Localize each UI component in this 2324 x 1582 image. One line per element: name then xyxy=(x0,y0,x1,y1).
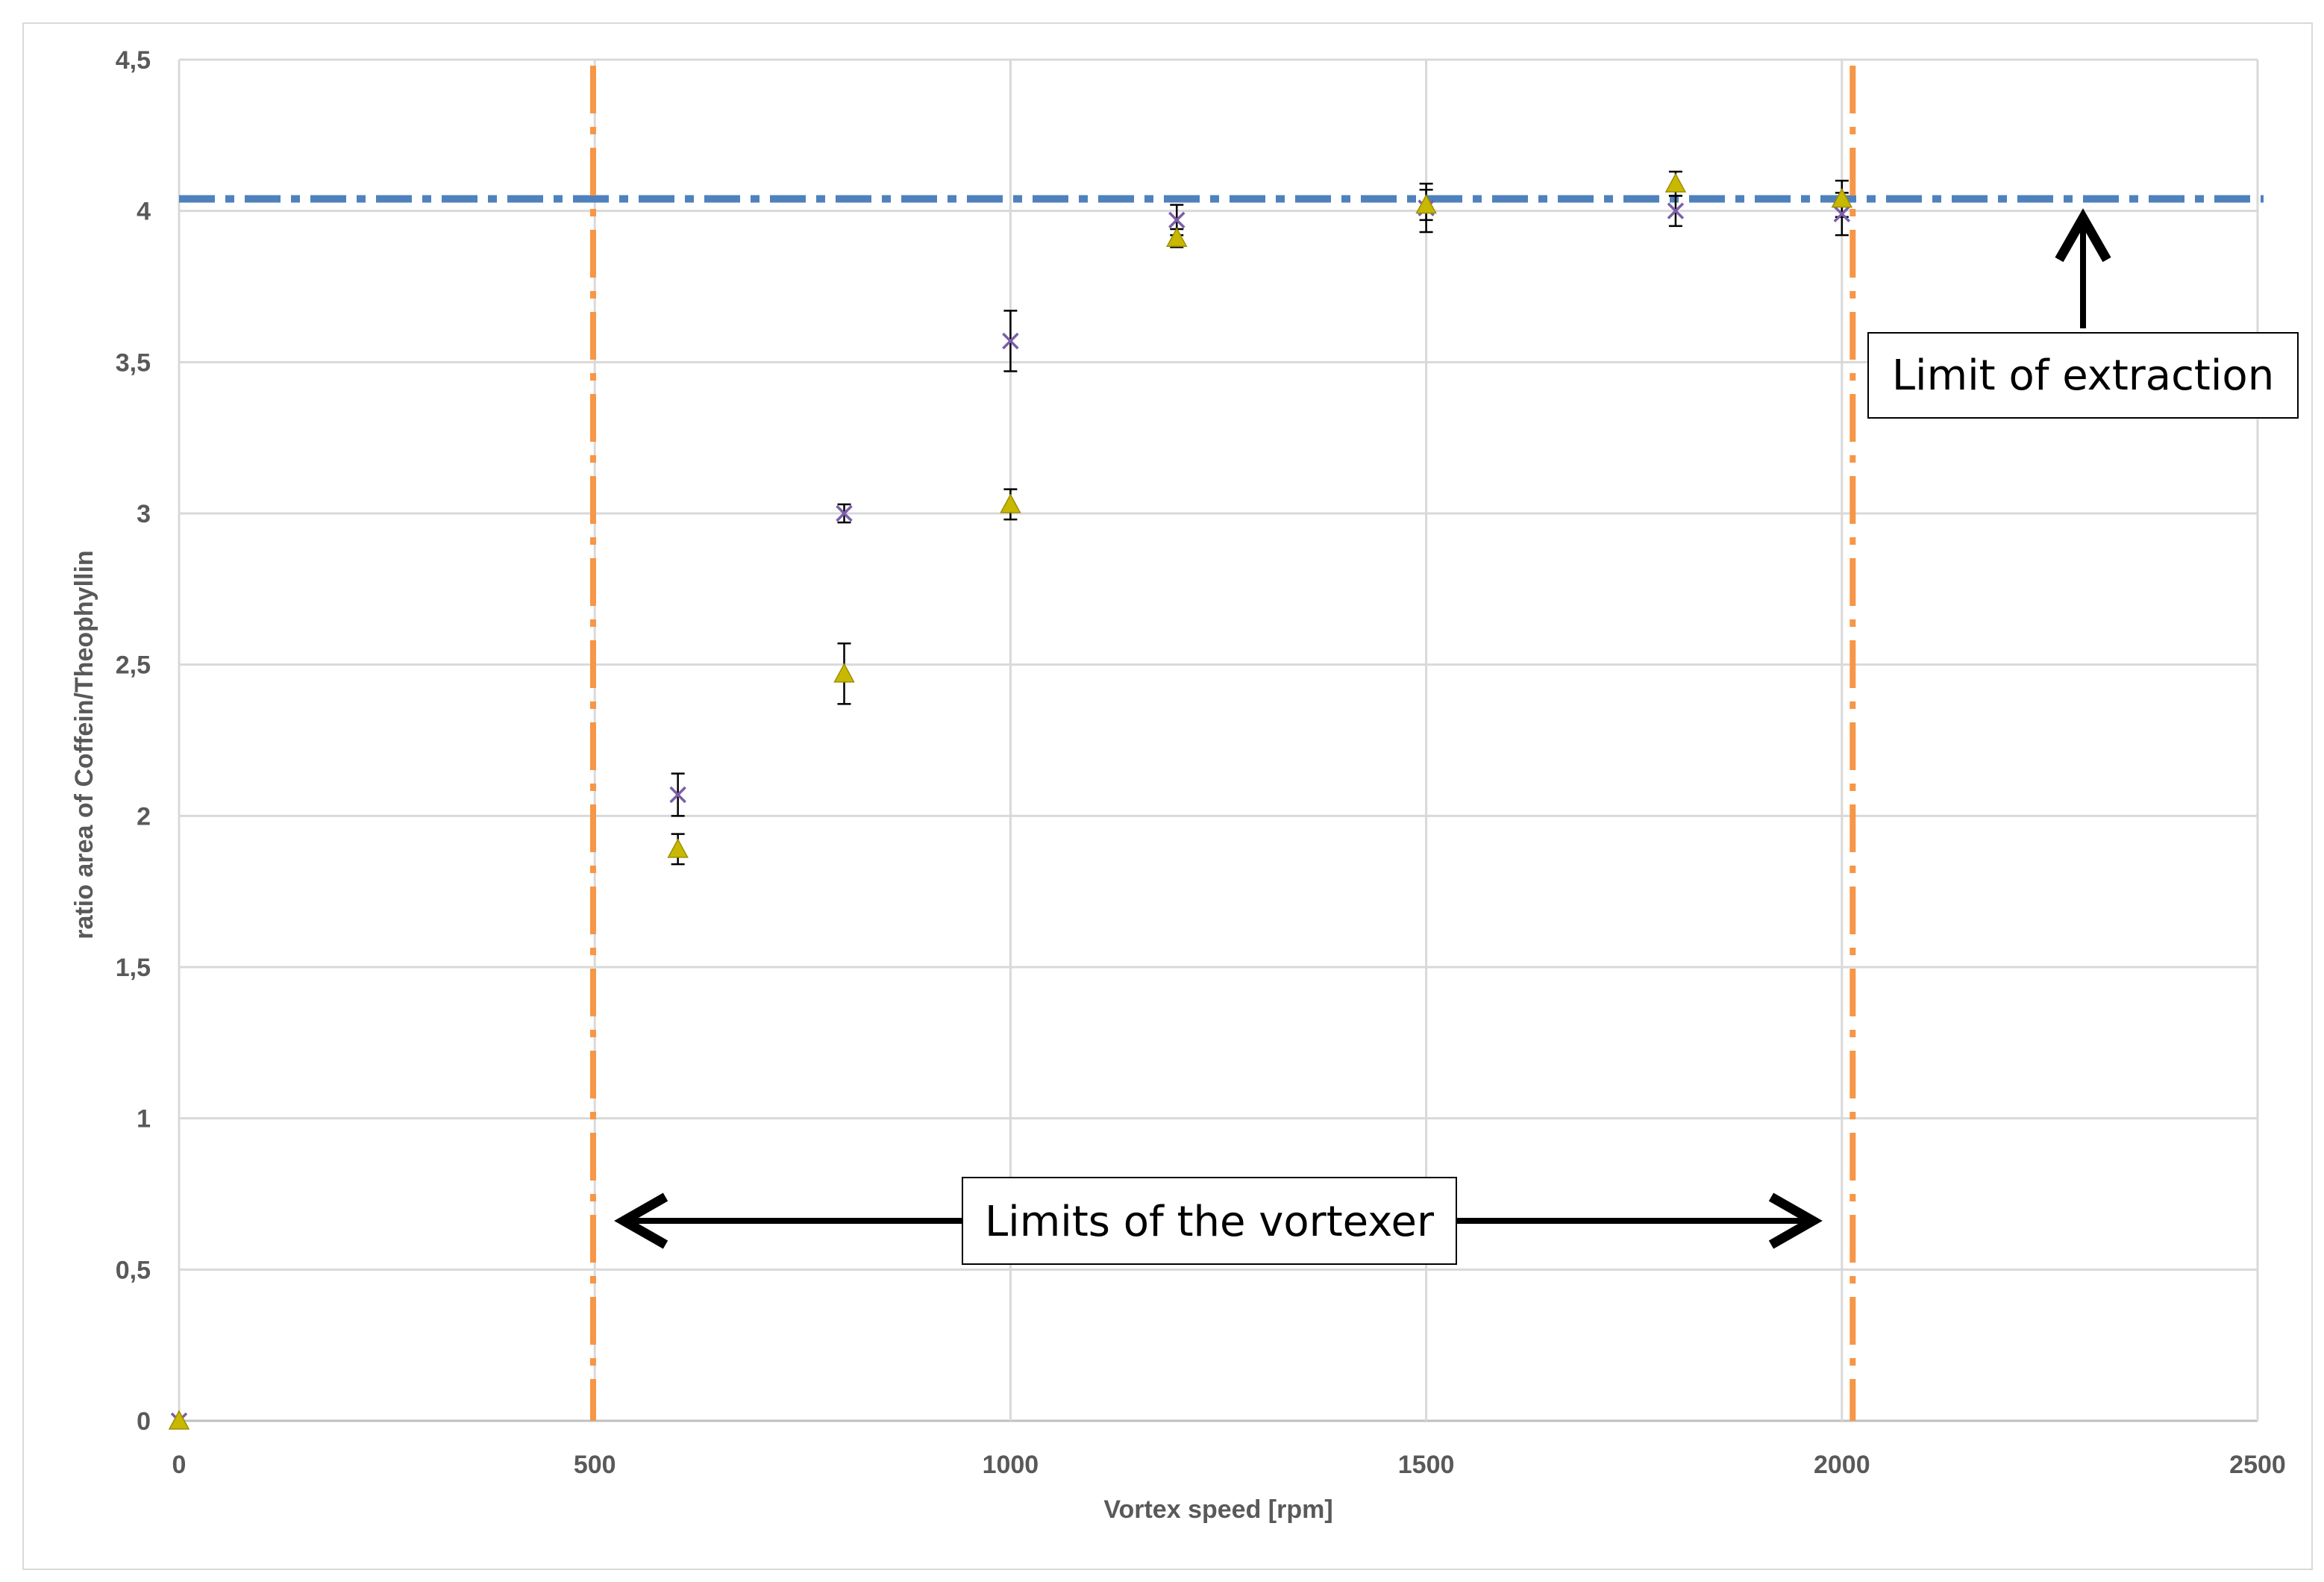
x-data-point-stroke xyxy=(836,504,853,522)
y-tick-label: 0,5 xyxy=(116,1256,151,1284)
tick-labels: 0 0,5 1 1,5 2 2,5 3 3,5 4 4,5 0 500 1000 1500 2000 2500 xyxy=(116,46,2286,1479)
vortexer-label-box xyxy=(962,1177,1457,1265)
x-tick-label: 500 xyxy=(574,1451,616,1479)
y-tick-label: 4,5 xyxy=(116,46,151,75)
y-tick-label: 2 xyxy=(137,802,151,831)
chart-frame xyxy=(22,22,2313,1570)
vortexer-limits-callout: Limits of the vortexer xyxy=(614,1177,1823,1265)
y-tick-label: 3,5 xyxy=(116,348,151,377)
x-data-point-stroke xyxy=(669,786,686,804)
y-tick-label: 3 xyxy=(137,500,151,528)
triangle-data-point xyxy=(1664,172,1687,193)
x-tick-label: 0 xyxy=(172,1451,187,1479)
vortexer-label: Limits of the vortexer xyxy=(985,1198,1435,1246)
extraction-label: Limit of extraction xyxy=(1892,351,2274,400)
triangle-data-point xyxy=(667,838,689,858)
y-tick-label: 1 xyxy=(137,1105,151,1134)
x-tick-label: 1000 xyxy=(983,1451,1039,1479)
x-axis-title: Vortex speed [rpm] xyxy=(1103,1495,1332,1524)
x-data-point xyxy=(1833,205,1851,222)
x-data-point-stroke xyxy=(1168,211,1186,229)
y-tick-label: 2,5 xyxy=(116,651,151,680)
extraction-label-box xyxy=(1867,332,2299,419)
reference-lines xyxy=(179,66,2264,1421)
triangle-data-point xyxy=(1166,227,1188,247)
x-data-point xyxy=(669,786,686,804)
x-tick-label: 1500 xyxy=(1398,1451,1455,1479)
x-tick-label: 2500 xyxy=(2229,1451,2286,1479)
triangle-data-point xyxy=(1831,187,1853,208)
y-tick-label: 4 xyxy=(137,198,151,226)
x-data-point-stroke xyxy=(1667,202,1685,219)
x-data-point-stroke xyxy=(1833,205,1851,222)
triangle-data-point xyxy=(833,663,855,683)
gridlines xyxy=(178,58,2259,1422)
y-tick-label: 1,5 xyxy=(116,954,151,982)
y-axis-title: ratio area of Coffein/Theophyllin xyxy=(70,550,98,939)
triangle-data-point xyxy=(1000,493,1021,513)
extraction-limit-callout: Limit of extraction xyxy=(1867,208,2299,419)
triangle-data-point xyxy=(168,1410,190,1430)
x-data-point-stroke xyxy=(1002,332,1019,350)
x-data-point xyxy=(1667,202,1685,219)
triangle-data-point xyxy=(1415,193,1437,214)
x-tick-label: 2000 xyxy=(1814,1451,1870,1479)
data-markers xyxy=(168,172,1853,1430)
x-data-point xyxy=(836,504,853,522)
x-data-point xyxy=(1168,211,1186,229)
x-data-point xyxy=(1002,332,1019,350)
y-tick-label: 0 xyxy=(137,1407,151,1436)
